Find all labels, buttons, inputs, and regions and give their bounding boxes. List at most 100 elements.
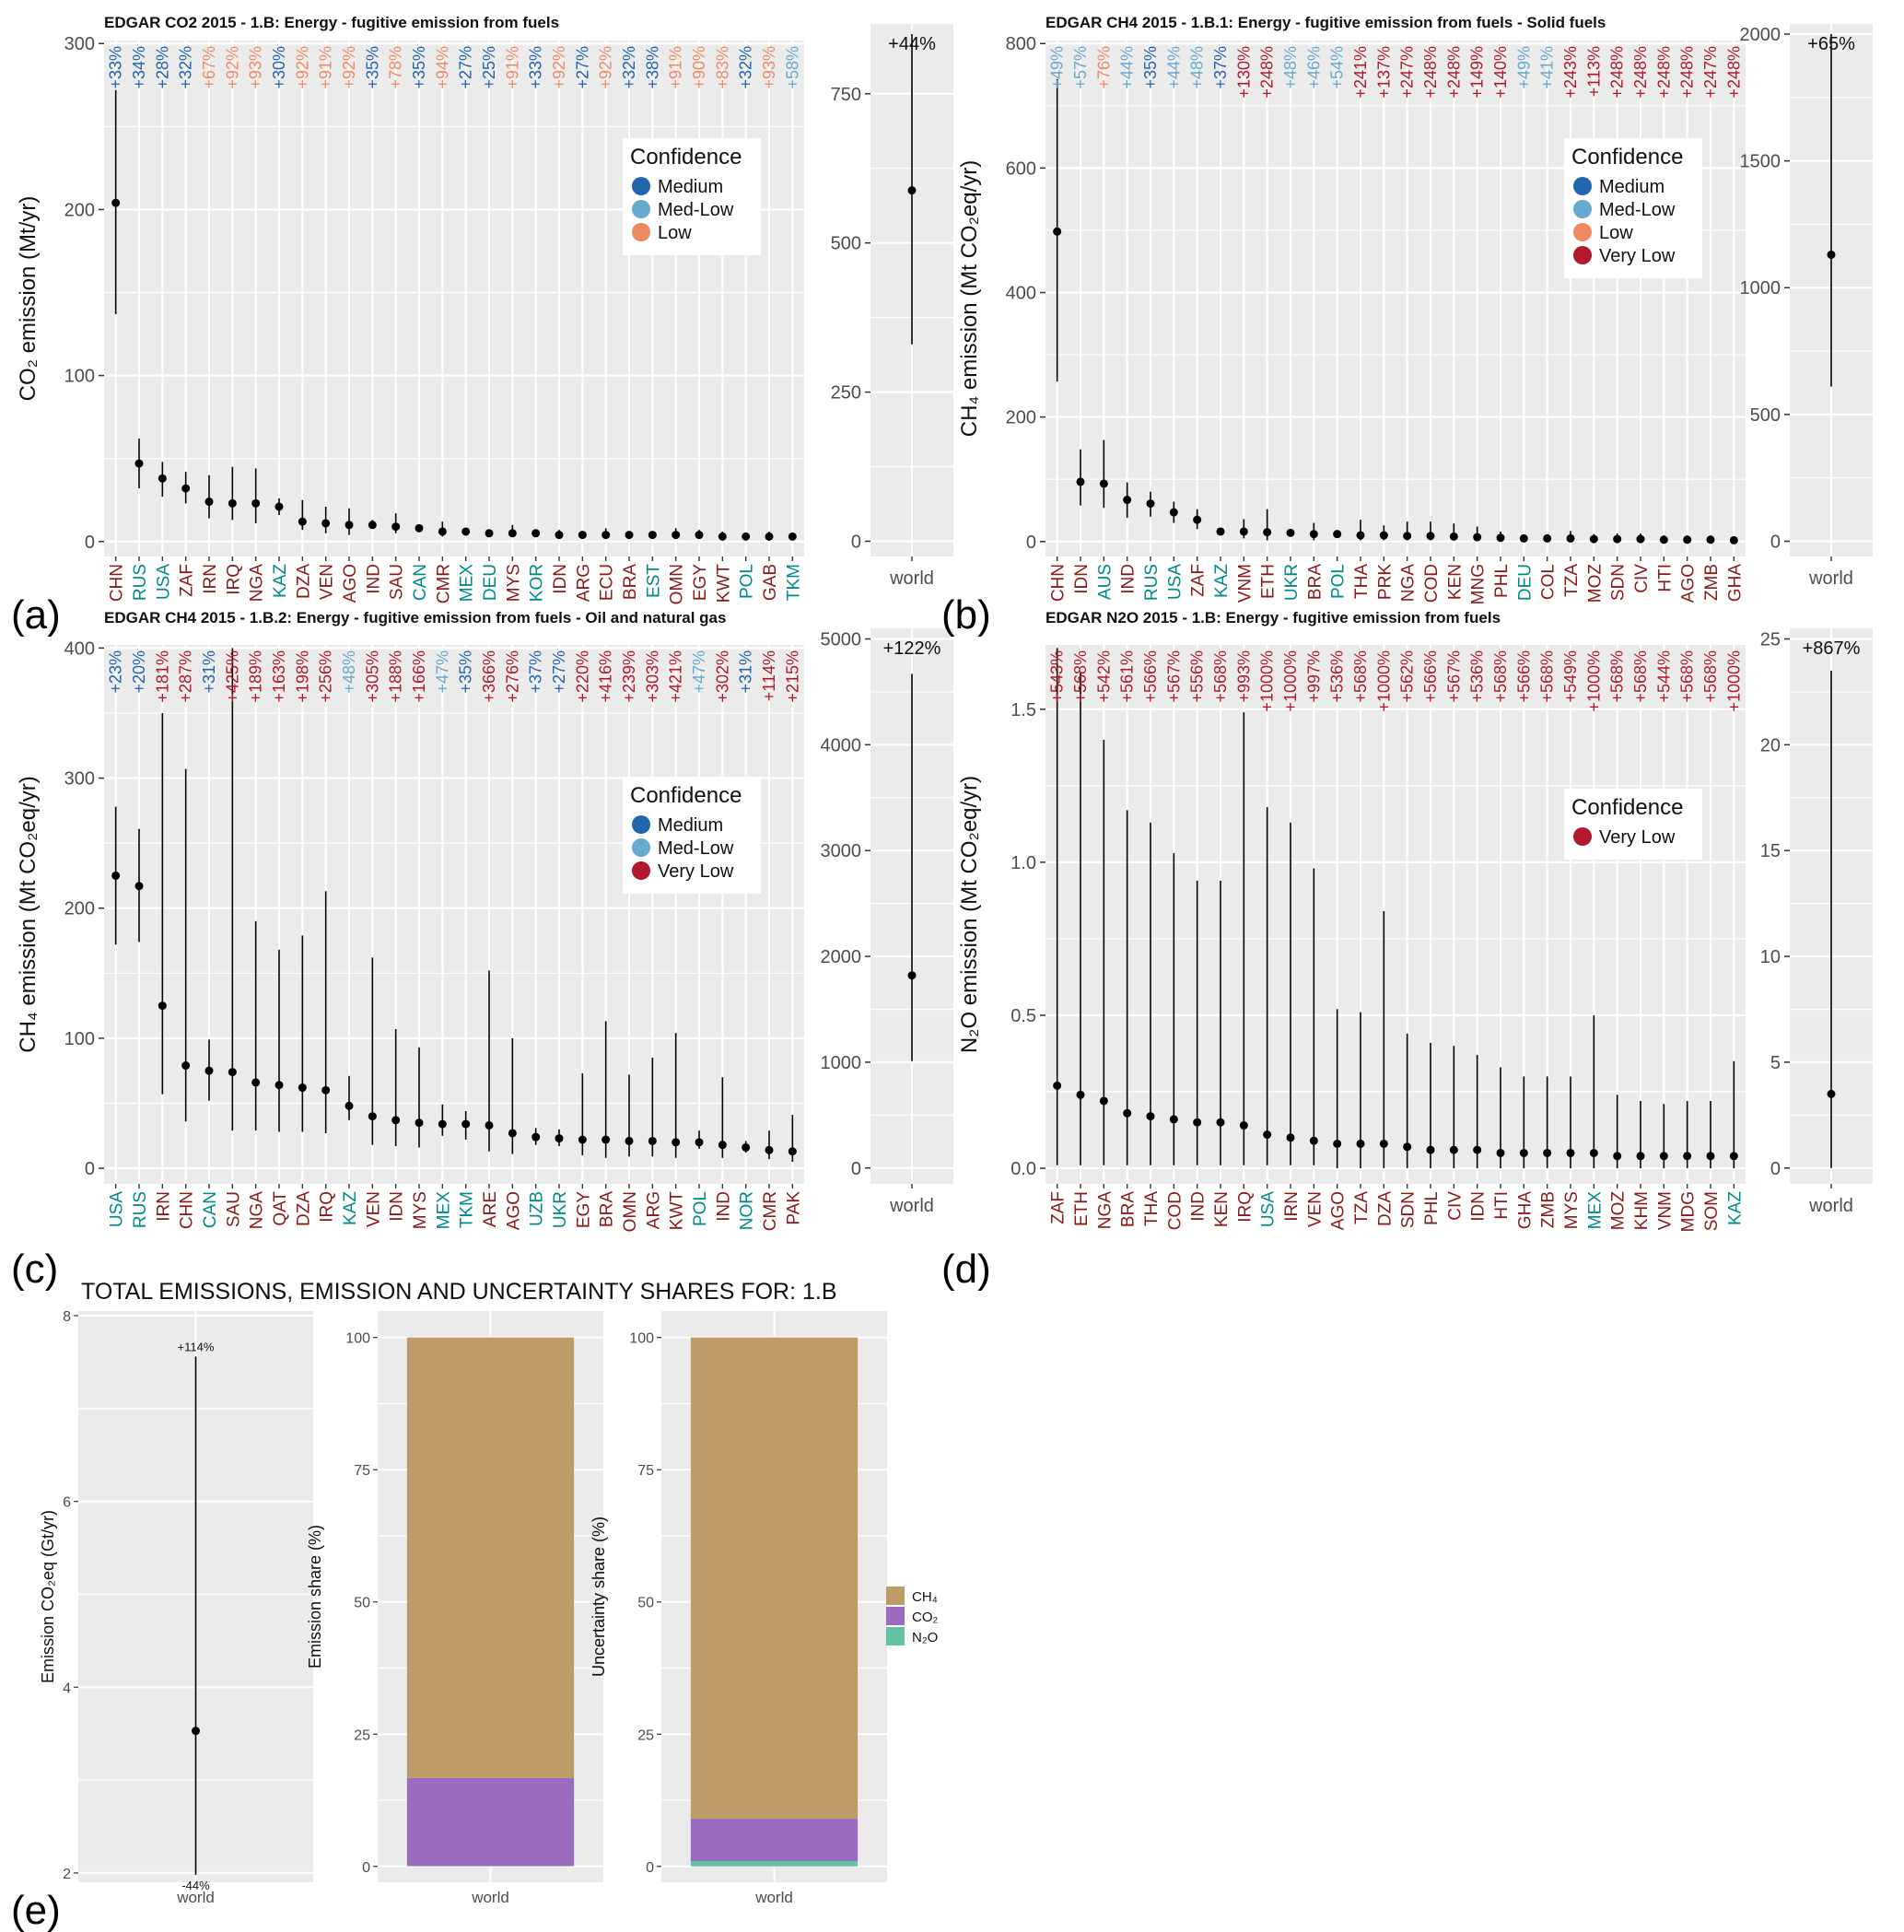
- uncertainty-label: +568%: [1071, 650, 1090, 703]
- uncertainty-label: +57%: [1071, 46, 1090, 89]
- country-label: BRA: [1119, 1191, 1139, 1227]
- uncertainty-label: +248%: [1608, 46, 1627, 99]
- y-tick-label: 300: [64, 34, 95, 54]
- share-legend: CH₄ CO₂ N₂O: [886, 1587, 939, 1645]
- y-tick-label: 1.5: [1010, 700, 1036, 720]
- country-label: MDG: [1679, 1191, 1699, 1232]
- legend-swatch: [886, 1587, 905, 1605]
- country-label: USA: [1259, 1191, 1279, 1227]
- legend-swatch: [632, 861, 650, 880]
- country-label: PAK: [784, 1191, 803, 1225]
- y-tick-label: 400: [64, 638, 95, 659]
- world-uncertainty-label: +44%: [888, 34, 936, 54]
- y-tick-label: 0.0: [1010, 1159, 1036, 1179]
- uncertainty-label: +37%: [1211, 46, 1230, 89]
- data-point: [1543, 533, 1552, 543]
- country-label: ARG: [574, 564, 593, 602]
- chart-panel-4: EDGAR N2O 2015 - 1.B: Energy - fugitive …: [957, 609, 1873, 1232]
- data-point: [1403, 532, 1412, 541]
- data-point: [1659, 1152, 1668, 1161]
- country-label: USA: [1165, 564, 1185, 600]
- data-point: [1683, 535, 1692, 544]
- y-tick-label: 75: [637, 1463, 654, 1479]
- data-point: [1053, 227, 1062, 236]
- country-label: COL: [1539, 564, 1559, 600]
- uncertainty-label: +220%: [573, 650, 591, 703]
- uncertainty-label: +35%: [1141, 46, 1160, 89]
- uncertainty-label: +567%: [1444, 650, 1463, 703]
- country-label: IND: [1189, 1191, 1209, 1222]
- country-label: HTI: [1492, 1191, 1512, 1220]
- country-label: CHN: [108, 564, 127, 602]
- data-point: [672, 1138, 681, 1147]
- legend-swatch: [632, 223, 650, 241]
- country-label: POL: [1329, 564, 1349, 599]
- country-label: DZA: [1375, 1191, 1395, 1226]
- uncertainty-label: +248%: [1654, 46, 1673, 99]
- uncertainty-label: +163%: [270, 650, 288, 703]
- panel-tag: (d): [941, 1247, 991, 1292]
- uncertainty-label: +93%: [760, 46, 778, 89]
- data-point: [1216, 1118, 1225, 1127]
- chart-panel-1: EDGAR CO2 2015 - 1.B: Energy - fugitive …: [16, 14, 953, 604]
- upper-uncertainty-label: +114%: [178, 1340, 215, 1353]
- uncertainty-label: +78%: [387, 46, 405, 89]
- total-data-point: [192, 1727, 200, 1736]
- uncertainty-label: +562%: [1398, 650, 1417, 703]
- data-point: [1076, 1090, 1085, 1099]
- country-label: PHL: [1492, 564, 1512, 598]
- data-point: [578, 531, 587, 540]
- world-uncertainty-label: +65%: [1807, 34, 1855, 54]
- country-label: HTI: [1655, 564, 1675, 592]
- data-point: [625, 531, 634, 540]
- uncertainty-label: +188%: [387, 650, 405, 703]
- country-label: IND: [1119, 564, 1139, 594]
- uncertainty-label: +92%: [293, 46, 311, 89]
- world-y-tick-label: 4000: [821, 735, 862, 755]
- y-tick-label: 100: [345, 1331, 370, 1347]
- share-bar-segment-n2o: [690, 1861, 859, 1867]
- data-point: [1473, 533, 1482, 542]
- chart-panel-5: TOTAL EMISSIONS, EMISSION AND UNCERTAINT…: [39, 1279, 939, 1906]
- legend-title: Confidence: [630, 145, 742, 170]
- country-label: IRQ: [318, 1191, 337, 1223]
- country-label: TZA: [1562, 564, 1582, 597]
- data-point: [555, 1134, 564, 1143]
- plot-background: [104, 645, 804, 1184]
- country-label: IRN: [201, 564, 220, 594]
- data-point: [321, 519, 331, 528]
- uncertainty-label: +44%: [1164, 46, 1183, 89]
- legend-label: Med-Low: [1599, 200, 1676, 220]
- data-point: [742, 1142, 751, 1152]
- legend-swatch: [632, 200, 650, 218]
- country-label: USA: [154, 564, 173, 600]
- country-label: KWT: [714, 564, 733, 603]
- data-point: [368, 1112, 377, 1121]
- data-point: [1473, 1145, 1482, 1154]
- data-point: [415, 1118, 424, 1128]
- uncertainty-label: +568%: [1538, 650, 1557, 703]
- country-label: IRN: [1282, 1191, 1302, 1222]
- legend-title: Confidence: [1571, 145, 1683, 170]
- data-point: [1099, 1096, 1108, 1106]
- uncertainty-label: +215%: [783, 650, 801, 703]
- data-point: [228, 1068, 237, 1077]
- uncertainty-label: +248%: [1258, 46, 1277, 99]
- uncertainty-label: +568%: [1631, 650, 1650, 703]
- legend-label: Very Low: [1599, 246, 1676, 266]
- uncertainty-label: +302%: [713, 650, 731, 703]
- uncertainty-label: +247%: [1398, 46, 1417, 99]
- legend-swatch: [886, 1607, 905, 1625]
- chart-title: EDGAR CH4 2015 - 1.B.2: Energy - fugitiv…: [104, 609, 726, 626]
- uncertainty-label: +76%: [1094, 46, 1113, 89]
- world-y-tick-label: 3000: [821, 841, 862, 861]
- uncertainty-label: +568%: [1211, 650, 1230, 703]
- country-label: MNG: [1469, 564, 1489, 604]
- data-point: [275, 502, 284, 511]
- legend-label: Medium: [1599, 177, 1665, 197]
- data-point: [391, 1116, 401, 1125]
- uncertainty-label: +93%: [247, 46, 265, 89]
- country-label: UKR: [1282, 564, 1302, 601]
- data-point: [578, 1135, 587, 1144]
- uncertainty-label: +48%: [340, 650, 358, 694]
